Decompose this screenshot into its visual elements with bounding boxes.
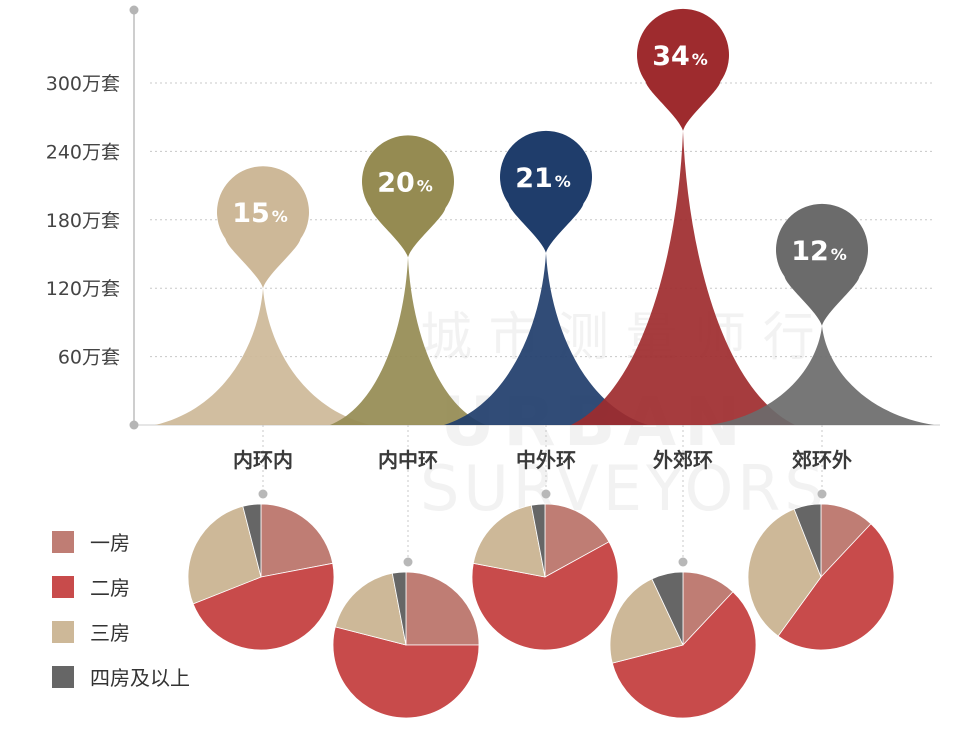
legend-label: 二房 — [90, 576, 130, 600]
pie-slice — [472, 504, 546, 578]
y-tick-label: 120万套 — [46, 278, 120, 300]
y-tick-label: 300万套 — [46, 73, 120, 95]
x-category-label: 中外环 — [516, 448, 576, 472]
pie-leader-dot — [541, 489, 551, 499]
area-peak — [710, 325, 934, 425]
legend-swatch — [52, 621, 74, 643]
legend-swatch — [52, 666, 74, 688]
legend-label: 三房 — [90, 621, 130, 645]
watermark-text-surveyors: SURVEYORS — [420, 452, 828, 525]
legend-label: 四房及以上 — [90, 666, 190, 690]
watermark-text-cn: 城 市 测 量 师 行 — [420, 308, 815, 368]
legend-label: 一房 — [90, 531, 130, 555]
share-label: 20% — [377, 167, 433, 198]
share-bubble — [776, 203, 868, 326]
area-peak — [444, 252, 648, 425]
pie-leader-lines — [258, 425, 827, 567]
pie-slice — [471, 541, 619, 651]
x-category-label: 郊环外 — [792, 448, 852, 472]
pie-slice — [609, 578, 684, 664]
pie-leader-dot — [817, 489, 827, 499]
pie-slice — [651, 571, 684, 646]
pie-slice — [192, 562, 335, 651]
x-category-label: 外郊环 — [653, 448, 713, 472]
x-axis-categories: 内环内 内中环 中外环 外郊环 郊环外 — [233, 448, 852, 472]
y-tick-label: 240万套 — [46, 141, 120, 163]
share-bubble — [217, 166, 309, 289]
share-label: 15% — [232, 198, 288, 229]
pie-slice — [611, 591, 757, 719]
y-axis-ticks: 60万套 120万套 180万套 240万套 300万套 — [46, 73, 120, 369]
room-type-pies — [187, 503, 895, 719]
pie-slice — [242, 503, 262, 578]
legend-swatch — [52, 576, 74, 598]
pie-slice — [777, 523, 895, 651]
share-bubbles: 15 % 20% 21 % 34 % 12% — [217, 8, 868, 326]
pie-slice — [405, 571, 480, 646]
pie-slice — [332, 626, 480, 719]
share-bubble — [362, 135, 454, 258]
x-category-label: 内中环 — [378, 448, 438, 472]
share-label: 21% — [515, 163, 571, 194]
pie-slice — [187, 505, 262, 605]
pie-slice — [530, 503, 546, 578]
pie-leader-dot — [403, 557, 413, 567]
area-peaks — [155, 130, 934, 425]
pie-slice — [391, 571, 407, 646]
pie-slice — [747, 508, 822, 637]
pie-leader-dot — [258, 489, 268, 499]
area-peak — [571, 130, 795, 425]
y-tick-label: 180万套 — [46, 210, 120, 232]
share-label: 34% — [652, 41, 708, 72]
pie-slice — [260, 503, 334, 578]
pie-slice — [793, 503, 822, 578]
area-peak — [155, 288, 371, 425]
pie-slice — [334, 572, 407, 646]
y-axis-origin-dot — [129, 420, 139, 430]
y-tick-label: 60万套 — [58, 347, 120, 369]
legend-swatch — [52, 531, 74, 553]
area-peak — [330, 257, 486, 425]
y-axis-top-dot — [129, 5, 139, 15]
pie-slice — [544, 503, 610, 578]
share-bubble — [499, 130, 592, 253]
pie-leader-dot — [678, 557, 688, 567]
share-bubble — [637, 8, 729, 131]
share-label: 12% — [791, 236, 847, 267]
legend: 一房 二房 三房 四房及以上 — [52, 531, 190, 690]
x-category-label: 内环内 — [233, 448, 293, 472]
